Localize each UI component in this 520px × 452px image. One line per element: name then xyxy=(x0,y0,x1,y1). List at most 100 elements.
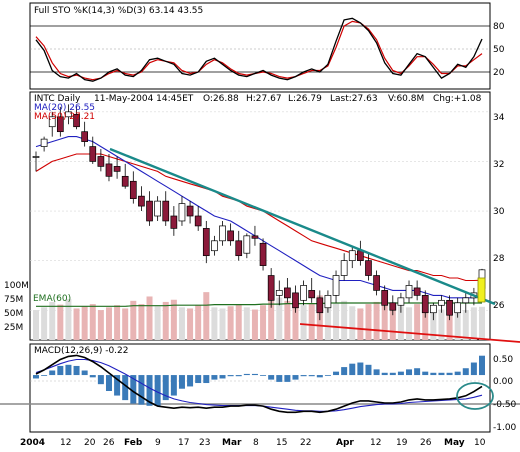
macd-histogram-bar xyxy=(276,375,283,382)
candle-body xyxy=(373,275,380,291)
macd-histogram-bar xyxy=(65,364,72,376)
macd-histogram-bar xyxy=(341,367,348,376)
x-label-26b: 26 xyxy=(420,438,432,448)
volume-bar xyxy=(414,304,421,340)
stoch-tick-20: 20 xyxy=(493,68,505,78)
resistance-trendline xyxy=(109,147,496,306)
candle-body xyxy=(56,116,64,133)
volume-bar xyxy=(114,305,121,340)
candle-body xyxy=(89,146,97,162)
candle-body xyxy=(227,230,234,242)
candle-body xyxy=(162,200,170,222)
volume-bar xyxy=(260,305,267,340)
price-tick-28: 28 xyxy=(493,254,505,264)
candle-body xyxy=(81,131,89,142)
candle-body xyxy=(267,275,275,301)
volume-bar xyxy=(470,307,477,340)
volume-bar xyxy=(422,301,429,340)
volume-bar xyxy=(268,285,275,340)
x-label-15: 15 xyxy=(276,438,287,448)
volume-tick-100m: 100M xyxy=(4,281,29,291)
macd-histogram-bar xyxy=(268,375,275,380)
candle-body xyxy=(121,175,129,187)
volume-bar xyxy=(130,300,137,340)
macd-histogram-bar xyxy=(49,370,56,376)
macd-histogram-bar xyxy=(57,365,64,376)
ema-label: EMA(60) xyxy=(33,294,71,304)
candle-body xyxy=(389,302,397,311)
volume-bar xyxy=(454,308,461,340)
volume-bar xyxy=(73,308,80,340)
volume-bar xyxy=(203,292,210,340)
volume-bar xyxy=(170,299,177,340)
volume-bar xyxy=(227,306,234,340)
volume-bar xyxy=(219,308,226,340)
macd-histogram-bar xyxy=(308,375,315,377)
volume-bar xyxy=(308,304,315,340)
volume-bar xyxy=(365,304,372,340)
macd-histogram-bar xyxy=(446,372,453,376)
macd-histogram-bar xyxy=(422,371,429,376)
x-label-19: 19 xyxy=(396,438,408,448)
candle-body xyxy=(235,240,243,257)
stochastic-panel: Full STO %K(14,3) %D(3) 63.14 43.55 80 5… xyxy=(29,2,505,90)
macd-histogram-bar xyxy=(292,375,299,380)
candle-body xyxy=(202,228,210,257)
volume-bar xyxy=(243,307,250,340)
x-label-8: 8 xyxy=(253,438,259,448)
macd-histogram-bar xyxy=(381,372,388,376)
volume-bar xyxy=(333,303,340,340)
macd-tick-000: 0.00 xyxy=(493,377,513,387)
x-label-12: 12 xyxy=(60,438,71,448)
volume-bar xyxy=(97,310,104,340)
price-change: Chg:+1.08 xyxy=(433,94,482,104)
price-last: Last:27.63 xyxy=(330,94,378,104)
volume-bar xyxy=(373,301,380,340)
volume-bar xyxy=(187,308,194,340)
macd-histogram-bar xyxy=(260,375,267,376)
macd-histogram-bar xyxy=(105,375,112,392)
volume-bar xyxy=(251,309,258,340)
price-tick-30: 30 xyxy=(493,207,505,217)
candle-body xyxy=(186,205,194,217)
macd-title: MACD(12,26,9) -0.22 xyxy=(34,346,129,356)
macd-histogram-bar xyxy=(470,362,477,376)
macd-histogram-bar xyxy=(122,375,129,401)
x-label-may: May xyxy=(444,438,465,448)
macd-histogram-bar xyxy=(187,375,194,387)
candle-body xyxy=(421,295,429,314)
macd-histogram-bar xyxy=(284,375,291,382)
macd-histogram-bar xyxy=(365,364,372,376)
volume-bar xyxy=(397,306,404,340)
candle-body xyxy=(219,225,226,242)
price-tick-34: 34 xyxy=(493,113,505,123)
stochastic-title: Full STO %K(14,3) %D(3) 63.14 43.55 xyxy=(34,6,203,16)
volume-bar xyxy=(406,307,413,340)
macd-tick-neg100: -1.00 xyxy=(493,423,517,433)
volume-bar xyxy=(57,304,64,340)
candle-body xyxy=(357,250,364,261)
macd-histogram-bar xyxy=(373,369,380,376)
candle-body xyxy=(73,113,80,128)
volume-bar xyxy=(284,300,291,340)
macd-histogram xyxy=(33,355,485,406)
volume-bar xyxy=(154,306,161,340)
x-label-apr: Apr xyxy=(336,438,354,448)
candle-body xyxy=(405,285,413,299)
macd-histogram-bar xyxy=(462,368,469,376)
macd-histogram-bar xyxy=(479,355,485,376)
stoch-k-line xyxy=(35,17,483,82)
volume-tick-50m: 50M xyxy=(4,309,23,319)
macd-histogram-bar xyxy=(73,365,80,376)
candle-body xyxy=(259,242,267,266)
macd-histogram-bar xyxy=(397,371,404,376)
candle-body xyxy=(308,290,316,299)
volume-bar xyxy=(300,305,307,340)
x-label-22: 22 xyxy=(300,438,311,448)
macd-histogram-bar xyxy=(162,375,169,401)
volume-ema-line xyxy=(36,302,482,307)
candle-body xyxy=(365,260,372,276)
macd-histogram-bar xyxy=(154,375,161,406)
x-label-23: 23 xyxy=(199,438,210,448)
